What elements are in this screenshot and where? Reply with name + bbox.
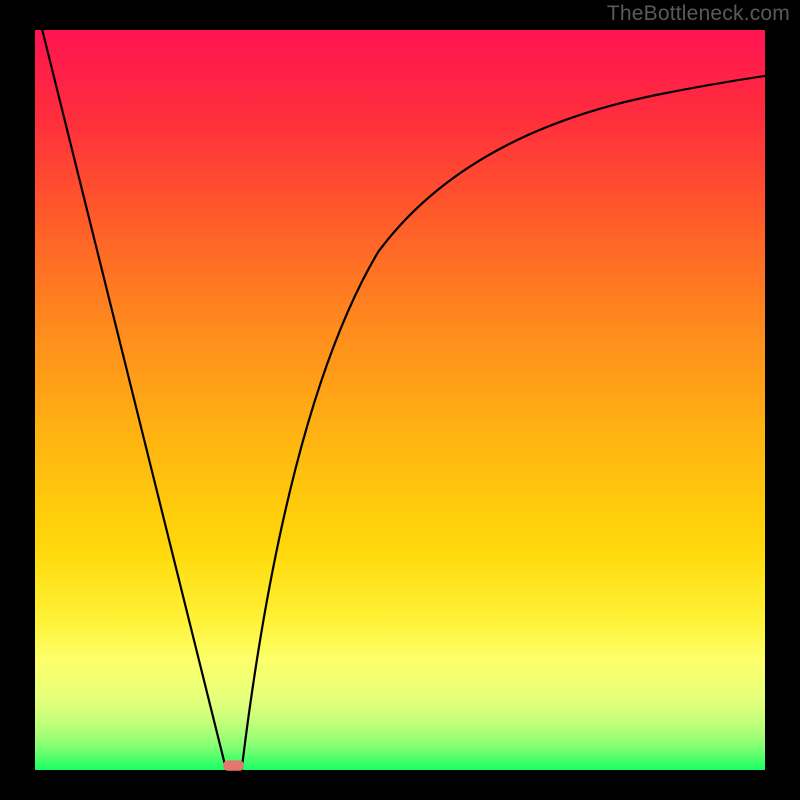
optimal-marker	[223, 760, 243, 770]
attribution-label: TheBottleneck.com	[607, 2, 790, 26]
bottleneck-curve	[0, 0, 800, 800]
